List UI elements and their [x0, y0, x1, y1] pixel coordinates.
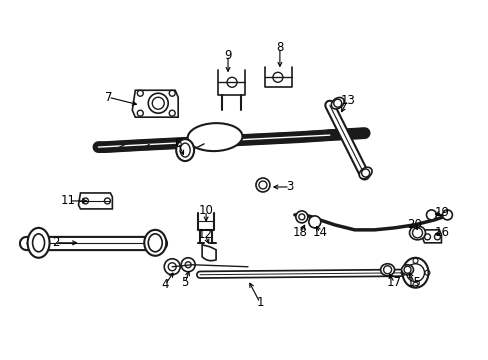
Text: 4: 4 [161, 278, 169, 291]
Text: 1: 1 [256, 296, 263, 309]
Text: 18: 18 [292, 226, 306, 239]
Ellipse shape [408, 226, 425, 240]
Ellipse shape [27, 228, 49, 258]
Ellipse shape [148, 234, 162, 252]
Text: 3: 3 [285, 180, 293, 193]
Polygon shape [78, 193, 112, 209]
Text: 20: 20 [406, 219, 421, 231]
Text: 9: 9 [224, 49, 231, 62]
Circle shape [442, 210, 451, 220]
Text: 17: 17 [386, 276, 401, 289]
Text: 8: 8 [276, 41, 283, 54]
Circle shape [164, 259, 180, 275]
Text: 13: 13 [340, 94, 354, 107]
Text: 16: 16 [434, 226, 449, 239]
Ellipse shape [401, 265, 413, 275]
Text: 10: 10 [198, 204, 213, 217]
Text: 11: 11 [61, 194, 76, 207]
Ellipse shape [331, 98, 344, 109]
Ellipse shape [187, 123, 242, 151]
Ellipse shape [144, 230, 166, 256]
Text: 2: 2 [52, 236, 59, 249]
Circle shape [181, 258, 195, 272]
Ellipse shape [359, 167, 371, 179]
Text: 12: 12 [197, 228, 212, 241]
Text: 15: 15 [406, 276, 421, 289]
PathPatch shape [202, 245, 216, 261]
Text: 7: 7 [104, 91, 112, 104]
Ellipse shape [176, 139, 194, 161]
Ellipse shape [33, 234, 44, 252]
Ellipse shape [402, 258, 427, 288]
Ellipse shape [180, 143, 190, 157]
Polygon shape [132, 90, 178, 117]
Text: 14: 14 [312, 226, 326, 239]
Text: 19: 19 [434, 206, 449, 219]
Circle shape [426, 210, 436, 220]
Circle shape [295, 211, 307, 223]
Text: 5: 5 [181, 276, 188, 289]
Polygon shape [422, 230, 441, 243]
Text: 6: 6 [174, 136, 182, 150]
Ellipse shape [380, 264, 394, 276]
Circle shape [308, 216, 320, 228]
